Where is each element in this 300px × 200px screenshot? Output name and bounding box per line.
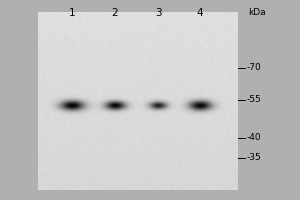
Text: 1: 1	[69, 8, 75, 18]
Text: 2: 2	[112, 8, 118, 18]
Text: -70: -70	[247, 64, 262, 72]
Text: -55: -55	[247, 96, 262, 104]
Text: -35: -35	[247, 154, 262, 162]
Text: -40: -40	[247, 134, 262, 142]
Text: 4: 4	[197, 8, 203, 18]
Text: 3: 3	[155, 8, 161, 18]
Text: kDa: kDa	[248, 8, 266, 17]
